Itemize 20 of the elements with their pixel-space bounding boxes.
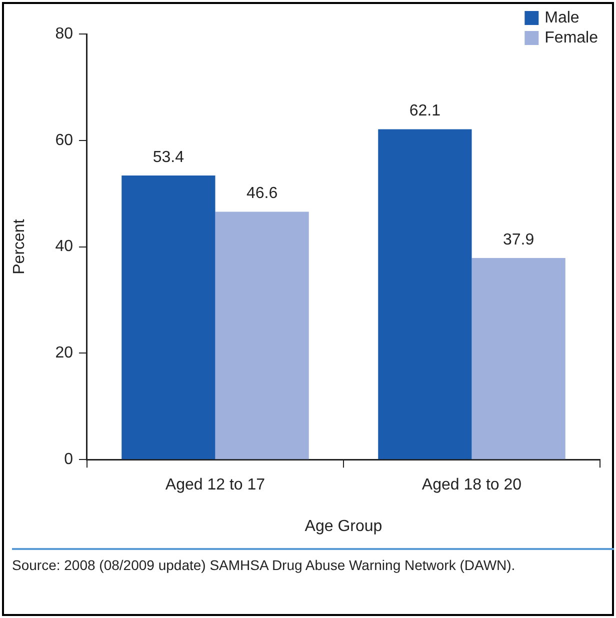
y-tick-label: 60 [55,132,74,149]
y-tick-label: 20 [55,344,74,362]
data-label: 37.9 [502,231,534,248]
x-tick-label: Aged 12 to 17 [165,476,266,494]
y-tick-label: 80 [55,25,74,42]
bar [215,212,309,460]
data-label: 53.4 [152,148,184,166]
bar [472,258,566,460]
bar [378,129,472,460]
x-tick-label: Aged 18 to 20 [422,476,522,494]
y-tick-label: 40 [55,238,74,256]
legend-label: Female [544,29,598,46]
source-note: Source: 2008 (08/2009 update) SAMHSA Drug Abuse Warning Network (DAWN). [12,548,614,574]
bar [122,176,216,460]
legend-label: Male [544,9,580,26]
x-axis-title: Age Group [304,518,382,535]
data-label: 62.1 [409,102,441,120]
data-label: 46.6 [246,185,278,202]
y-axis-title: Percent [11,218,28,274]
y-tick-label: 0 [64,451,74,468]
